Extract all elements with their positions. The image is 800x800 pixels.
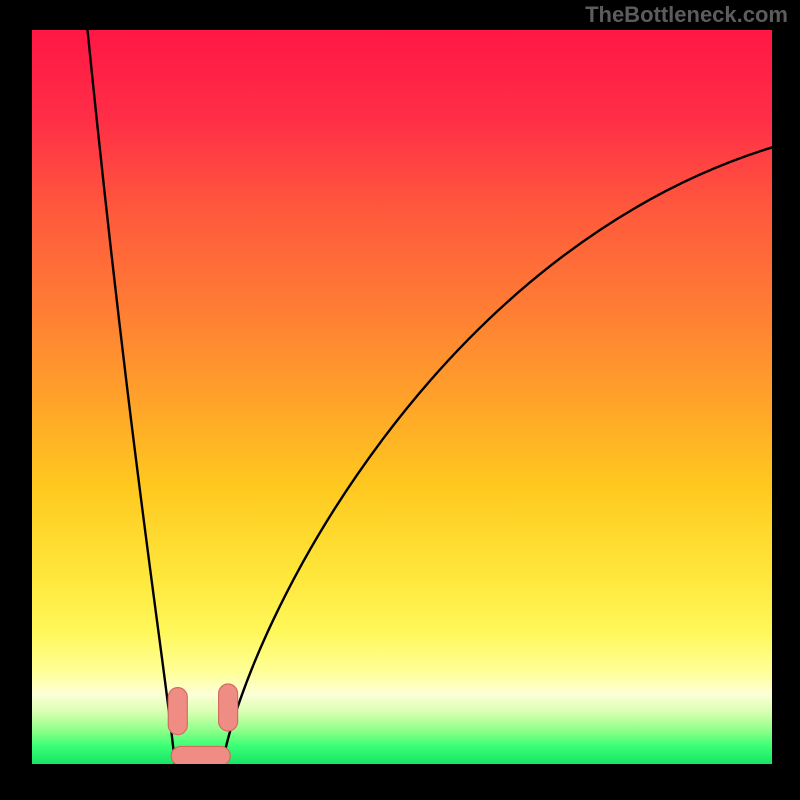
gradient-background	[32, 30, 772, 764]
marker-capsule	[171, 746, 230, 764]
marker-capsule	[219, 684, 238, 731]
watermark-text: TheBottleneck.com	[585, 2, 788, 28]
bottleneck-curve-chart	[32, 30, 772, 764]
marker-capsule	[168, 688, 187, 735]
chart-container	[32, 30, 772, 764]
